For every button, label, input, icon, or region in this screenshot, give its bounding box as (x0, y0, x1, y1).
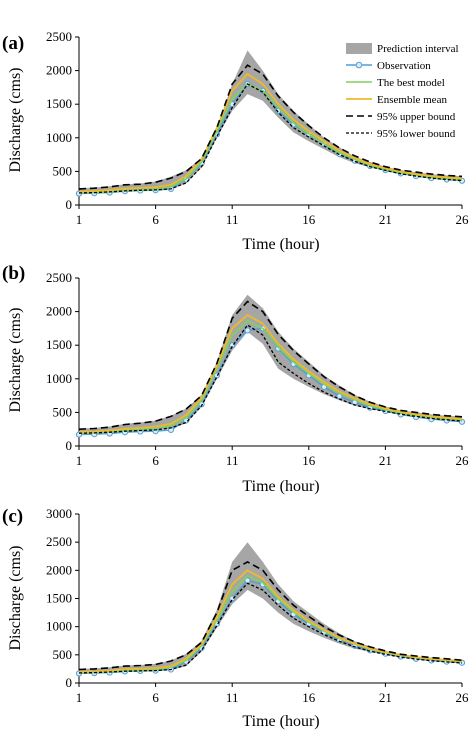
y-tick-label: 2500 (46, 270, 72, 285)
x-tick-label: 16 (302, 453, 316, 468)
legend-label: 95% lower bound (377, 128, 456, 140)
prediction-interval-band (79, 542, 462, 674)
x-tick-label: 11 (226, 453, 239, 468)
y-tick-label: 2000 (46, 63, 72, 78)
legend-label: Prediction interval (377, 43, 459, 55)
y-tick-label: 0 (66, 438, 73, 453)
series-line-the-best-model (78, 83, 463, 194)
y-axis-title: Discharge (cms) (7, 308, 24, 413)
y-tick-label: 500 (53, 404, 73, 419)
y-tick-label: 2000 (46, 562, 72, 577)
y-tick-label: 2500 (46, 534, 72, 549)
panel-c: (c) (2, 506, 23, 527)
series-line-95-lower-bound (78, 324, 463, 434)
y-tick-label: 2500 (46, 29, 72, 44)
x-tick-label: 11 (226, 690, 239, 705)
x-tick-label: 16 (302, 690, 316, 705)
x-tick-label: 21 (379, 453, 392, 468)
observation-point (244, 327, 251, 334)
y-tick-label: 3000 (46, 506, 72, 521)
legend-label: Ensemble mean (377, 94, 447, 106)
x-tick-label: 26 (456, 453, 470, 468)
y-tick-label: 1000 (46, 130, 72, 145)
legend: Prediction interval Observation The best… (346, 43, 459, 140)
x-tick-label: 6 (152, 453, 159, 468)
x-axis-title: Time (hour) (242, 713, 319, 730)
x-tick-label: 26 (456, 212, 470, 227)
series-line-the-best-model (78, 575, 463, 674)
x-tick-label: 11 (226, 212, 239, 227)
legend-marker-observation (355, 61, 363, 69)
series-line-95-upper-bound (78, 300, 463, 430)
panel-label: (b) (2, 263, 25, 284)
x-tick-label: 1 (76, 690, 83, 705)
y-tick-label: 1500 (46, 591, 72, 606)
x-tick-label: 6 (152, 690, 159, 705)
y-tick-label: 0 (66, 197, 73, 212)
panel-label: (a) (2, 33, 24, 54)
x-tick-label: 21 (379, 690, 392, 705)
y-tick-label: 500 (53, 647, 73, 662)
series-line-the-best-model (78, 320, 463, 434)
y-tick-label: 1500 (46, 337, 72, 352)
series-line-95-upper-bound (78, 560, 463, 671)
legend-label: The best model (377, 77, 445, 89)
series-line-ensemble-mean (78, 313, 463, 433)
y-axis-title: Discharge (cms) (7, 68, 24, 173)
x-tick-label: 26 (456, 690, 470, 705)
legend-label: Observation (377, 60, 431, 72)
x-axis-title: Time (hour) (242, 236, 319, 253)
x-axis-title: Time (hour) (242, 478, 319, 495)
series-line-ensemble-mean (78, 569, 463, 673)
y-tick-label: 0 (66, 675, 73, 690)
y-axis-title: Discharge (cms) (7, 546, 24, 651)
series-line-95-upper-bound (78, 64, 463, 190)
legend-swatch-prediction-interval (346, 43, 372, 54)
series-line-95-lower-bound (78, 83, 463, 194)
x-tick-label: 16 (302, 212, 316, 227)
series-line-95-lower-bound (78, 582, 463, 674)
y-tick-label: 2000 (46, 304, 72, 319)
panel-b: (b) (2, 263, 25, 284)
observation-point (229, 595, 236, 602)
panel-label: (c) (2, 506, 23, 527)
x-tick-label: 1 (76, 212, 83, 227)
series-line-ensemble-mean (78, 72, 463, 193)
y-tick-label: 1000 (46, 619, 72, 634)
panel-a: (a) (2, 33, 24, 54)
x-tick-label: 1 (76, 453, 83, 468)
y-tick-label: 1500 (46, 96, 72, 111)
x-tick-label: 6 (152, 212, 159, 227)
y-tick-label: 1000 (46, 371, 72, 386)
legend-label: 95% upper bound (377, 111, 456, 123)
x-tick-label: 21 (379, 212, 392, 227)
y-tick-label: 500 (53, 163, 73, 178)
